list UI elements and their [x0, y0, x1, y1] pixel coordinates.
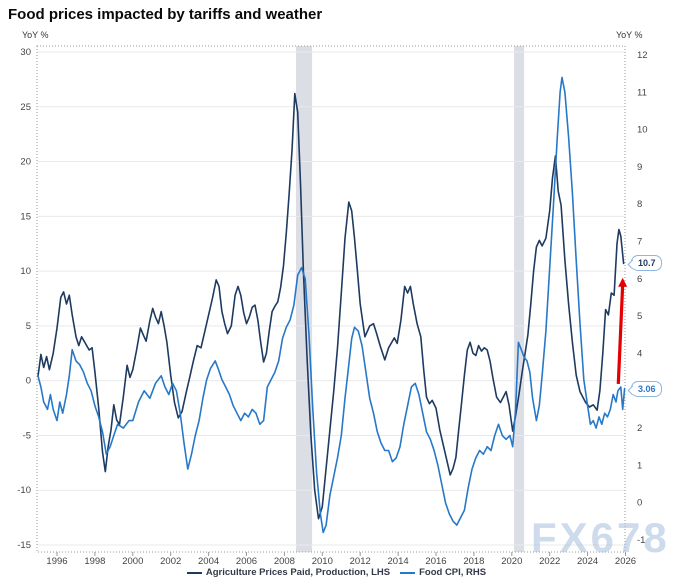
- y-axis-tick-label-right: 6: [637, 274, 642, 285]
- y-axis-tick-label-left: 15: [20, 211, 31, 222]
- y-axis-tick-label-right: 10: [637, 125, 648, 136]
- legend-item-cpi: Food CPI, RHS: [400, 567, 486, 578]
- x-axis-tick-label: 2004: [198, 556, 219, 567]
- y-axis-tick-label-right: 1: [637, 460, 642, 471]
- trend-arrow-shaft: [616, 284, 625, 385]
- value-callout-agri: 10.7: [631, 255, 662, 272]
- x-axis-tick-label: 2000: [122, 556, 143, 567]
- plot-border: [36, 45, 626, 553]
- left-axis-unit-label: YoY %: [22, 30, 49, 40]
- x-axis-tick-label: 1998: [84, 556, 105, 567]
- legend-item-agri: Agriculture Prices Paid, Production, LHS: [186, 567, 391, 578]
- y-axis-tick-label-left: 25: [20, 102, 31, 113]
- legend-label-cpi: Food CPI, RHS: [419, 567, 487, 578]
- y-axis-tick-label-left: -15: [17, 540, 31, 551]
- value-callout-cpi: 3.06: [631, 380, 662, 397]
- x-axis-tick-label: 1996: [46, 556, 67, 567]
- cpi-series-line: [37, 76, 626, 534]
- trend-arrow: [616, 277, 628, 385]
- watermark: FX678: [531, 514, 670, 561]
- axis-tick-labels: 302520151050-5-10-151211109876543210-119…: [17, 47, 647, 567]
- y-axis-tick-label-left: 0: [26, 376, 31, 387]
- chart-title: Food prices impacted by tariffs and weat…: [8, 6, 323, 23]
- x-axis-tick-label: 2024: [577, 556, 598, 567]
- series-lines: [37, 76, 626, 534]
- right-axis-unit-label: YoY %: [616, 30, 643, 40]
- y-axis-tick-label-right: 8: [637, 199, 642, 210]
- x-axis-tick-label: 2002: [160, 556, 181, 567]
- plot-border: [36, 45, 626, 556]
- y-axis-tick-label-left: -5: [23, 430, 31, 441]
- x-axis-tick-label: 2010: [312, 556, 333, 567]
- y-axis-tick-label-right: 12: [637, 50, 648, 61]
- x-axis-tick-label: 2018: [463, 556, 484, 567]
- y-axis-tick-label-right: -1: [637, 535, 645, 546]
- legend-swatch-cpi-icon: [400, 571, 416, 574]
- x-axis-tick-label: 2020: [501, 556, 522, 567]
- y-axis-tick-label-left: 5: [26, 321, 31, 332]
- recession-band: [514, 46, 525, 552]
- legend-label-agri: Agriculture Prices Paid, Production, LHS: [205, 567, 391, 578]
- x-axis-tick-label: 2006: [236, 556, 257, 567]
- recession-bands: [295, 46, 525, 552]
- y-axis-tick-label-right: 7: [637, 237, 642, 248]
- legend: Agriculture Prices Paid, Production, LHS…: [0, 567, 673, 578]
- agri-series-line: [37, 92, 625, 520]
- x-axis-tick-label: 2008: [274, 556, 295, 567]
- y-axis-tick-label-left: 30: [20, 47, 31, 58]
- y-axis-tick-label-left: 20: [20, 157, 31, 168]
- trend-arrow-head-icon: [618, 277, 628, 287]
- y-axis-tick-label-right: 0: [637, 498, 642, 509]
- y-axis-tick-label-right: 11: [637, 87, 647, 98]
- x-axis-tick-label: 2016: [425, 556, 446, 567]
- x-axis-tick-label: 2026: [615, 556, 636, 567]
- x-axis-tick-label: 2014: [388, 556, 409, 567]
- y-axis-tick-label-left: -10: [17, 485, 31, 496]
- x-axis-tick-label: 2022: [539, 556, 560, 567]
- y-axis-tick-label-left: 10: [20, 266, 31, 277]
- y-axis-tick-label-right: 9: [637, 162, 642, 173]
- legend-swatch-agri-icon: [186, 571, 202, 574]
- x-axis-tick-label: 2012: [350, 556, 371, 567]
- gridlines: [37, 51, 625, 546]
- y-axis-tick-label-right: 5: [637, 311, 642, 322]
- y-axis-tick-label-right: 4: [637, 348, 642, 359]
- y-axis-tick-label-right: 2: [637, 423, 642, 434]
